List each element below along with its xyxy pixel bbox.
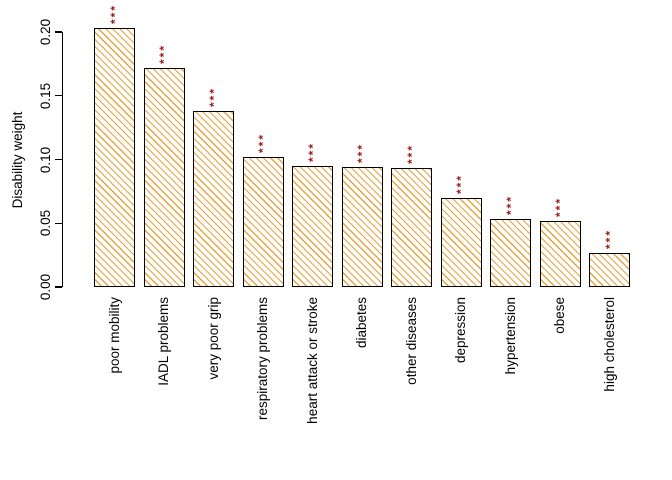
y-tick bbox=[55, 222, 62, 224]
significance-stars-text: *** bbox=[305, 141, 320, 162]
significance-stars-text: *** bbox=[454, 173, 468, 194]
y-tick bbox=[55, 31, 62, 33]
bar-label-text: poor mobility bbox=[106, 297, 122, 374]
bar bbox=[341, 167, 383, 287]
significance-stars-text: *** bbox=[256, 132, 270, 153]
bar-label-text: diabetes bbox=[354, 297, 369, 349]
y-tick-label-text: 0.10 bbox=[38, 146, 53, 173]
significance-stars-text: *** bbox=[355, 143, 369, 164]
bar bbox=[193, 111, 234, 287]
bar bbox=[391, 168, 432, 287]
y-tick-label-text: 0.15 bbox=[38, 82, 53, 109]
bar-label-text: respiratory problems bbox=[255, 297, 270, 421]
y-tick-label-text: 0.00 bbox=[38, 273, 53, 301]
bar-label-text: heart attack or stroke bbox=[304, 297, 320, 424]
y-tick-label-text: 0.20 bbox=[38, 18, 53, 46]
significance-stars-text: *** bbox=[404, 144, 419, 165]
bar bbox=[440, 197, 482, 287]
y-tick bbox=[55, 158, 62, 161]
y-tick bbox=[55, 286, 62, 288]
bar bbox=[539, 220, 581, 287]
significance-stars-text: *** bbox=[157, 43, 171, 64]
y-axis-title-text: Disability weight bbox=[10, 111, 25, 209]
y-tick bbox=[55, 95, 62, 97]
bar-label-text: IADL problems bbox=[156, 297, 171, 386]
significance-stars-text: *** bbox=[602, 228, 617, 249]
bar-label-text: obese bbox=[552, 297, 567, 334]
bar bbox=[589, 252, 630, 287]
significance-stars-text: *** bbox=[206, 87, 221, 108]
bar bbox=[490, 219, 531, 287]
bar-label-text: hypertension bbox=[502, 297, 518, 375]
significance-stars-text: *** bbox=[107, 4, 122, 25]
bar-label-text: other diseases bbox=[403, 297, 419, 385]
bar-label-text: high cholesterol bbox=[601, 297, 617, 392]
y-tick-label-text: 0.05 bbox=[38, 210, 53, 237]
bar bbox=[292, 165, 333, 287]
bar bbox=[242, 156, 284, 287]
y-axis-line bbox=[62, 32, 64, 287]
bar-label-text: very poor grip bbox=[205, 297, 221, 380]
significance-stars-text: *** bbox=[503, 195, 518, 216]
bar bbox=[94, 28, 135, 287]
bar-label-text: depression bbox=[453, 297, 468, 364]
significance-stars-text: *** bbox=[553, 196, 567, 217]
bar bbox=[143, 67, 185, 287]
